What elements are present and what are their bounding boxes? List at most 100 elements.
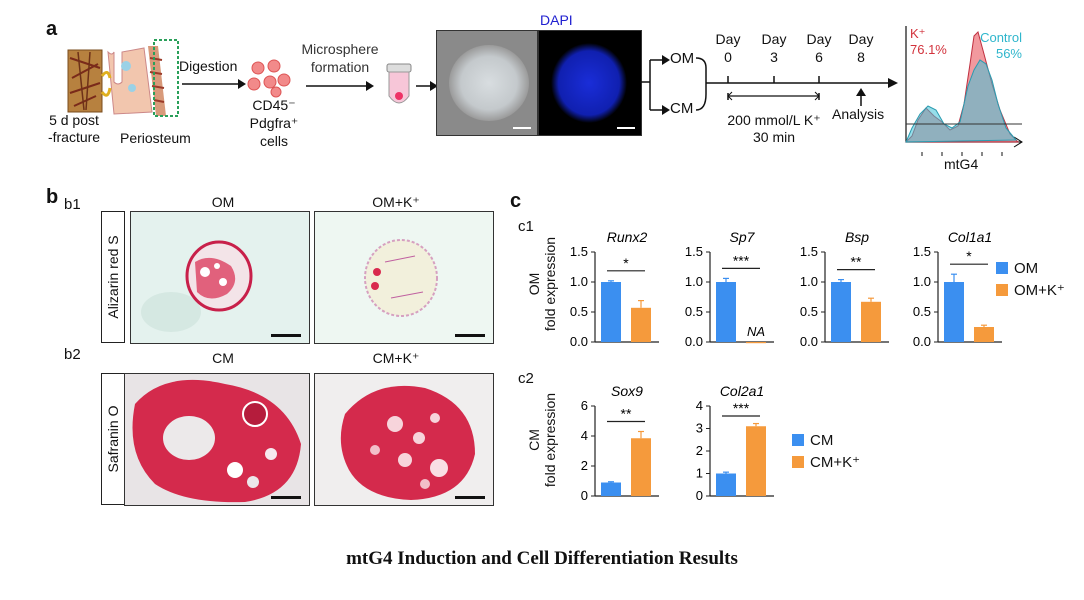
scale-bar (271, 334, 301, 337)
safranin-cm-image (124, 373, 310, 506)
alizarin-omk-image (314, 211, 494, 344)
flow-histogram (904, 26, 1023, 156)
scale-bar (513, 127, 531, 129)
legend-swatch (792, 456, 804, 468)
bar (631, 438, 651, 496)
chart-runx2: Runx2 0.0 0.5 1.0 1.5 * (570, 230, 659, 349)
chart-title: Col1a1 (948, 230, 992, 245)
significance-stars: *** (733, 400, 750, 416)
y-tick-label: 0.5 (800, 304, 818, 319)
digestion-label: Digestion (179, 58, 238, 74)
legend-item: OM (996, 258, 1065, 280)
y-tick-label: 1.5 (570, 244, 588, 259)
y-tick-label: 0.0 (685, 334, 703, 349)
arrow-icon (306, 81, 374, 91)
bar (746, 426, 766, 496)
treatment-label: 200 mmol/L K⁺ 30 min (727, 112, 821, 145)
legend-item: OM+K⁺ (996, 280, 1065, 302)
panel-c-letter: c (510, 190, 522, 212)
chart-bsp: Bsp 0.0 0.5 1.0 1.5 ** (800, 230, 889, 349)
bar (746, 342, 766, 344)
cells-label: CD45⁻ Pdgfra⁺ cells (249, 97, 299, 149)
y-tick-label: 0.5 (570, 304, 588, 319)
legend-c1: OM OM+K⁺ (996, 258, 1065, 302)
flow-xlabel: mtG4 (944, 156, 979, 172)
stain-label: Alizarin red S (105, 235, 121, 319)
dapi-label: DAPI (540, 12, 573, 28)
y-tick-label: 0 (581, 488, 588, 503)
chart-title: Sp7 (730, 230, 756, 245)
scale-bar (617, 127, 635, 129)
significance-stars: * (623, 255, 629, 271)
chart-title: Sox9 (611, 384, 643, 399)
bar (716, 473, 736, 496)
b2-label: b2 (64, 346, 81, 363)
legend-swatch (996, 262, 1008, 274)
chart-col1a1: Col1a1 0.0 0.5 1.0 1.5 * (913, 230, 1002, 349)
dapi-image (538, 30, 642, 136)
y-tick-label: 1.5 (685, 244, 703, 259)
om-k-column-label: OM+K⁺ (372, 194, 420, 210)
panel-a-letter: a (46, 18, 58, 40)
y-tick-label: 0 (696, 488, 703, 503)
y-tick-label: 1.0 (800, 274, 818, 289)
y-tick-label: 0.0 (913, 334, 931, 349)
fracture-illustration (67, 39, 179, 117)
flow-k-label: K⁺ 76.1% (910, 26, 947, 57)
chart-sp7: Sp7 0.0 0.5 1.0 1.5 *** NA (685, 230, 774, 349)
chart-title: Bsp (845, 230, 869, 245)
y-tick-label: 3 (696, 421, 703, 436)
bar (716, 282, 736, 342)
bar (601, 282, 621, 342)
om-column-label: OM (211, 194, 235, 210)
time-label: 5 d post -fracture (47, 112, 101, 145)
flow-control-label: Control 56% (980, 30, 1022, 61)
bar (601, 482, 621, 496)
y-tick-label: 1.0 (570, 274, 588, 289)
y-tick-label: 1.5 (800, 244, 818, 259)
tube-icon (386, 63, 412, 104)
significance-stars: ** (621, 406, 632, 422)
alizarin-om-image (130, 211, 310, 344)
scale-bar (455, 334, 485, 337)
bar (861, 301, 881, 342)
y-tick-label: 2 (581, 458, 588, 473)
legend-swatch (996, 284, 1008, 296)
y-tick-label: 0.5 (685, 304, 703, 319)
arrow-icon (416, 81, 438, 91)
c2-label: c2 (518, 370, 534, 387)
y-tick-label: 0.0 (800, 334, 818, 349)
chart-title: Runx2 (607, 230, 648, 245)
y-tick-label: 4 (696, 398, 703, 413)
legend-item: CM+K⁺ (792, 452, 860, 474)
day-3: Day 3 (761, 31, 787, 65)
y-tick-label: 6 (581, 398, 588, 413)
scale-bar (271, 496, 301, 499)
cm-label: CM (670, 100, 694, 117)
significance-stars: * (966, 248, 972, 264)
panel-b-letter: b (46, 186, 59, 208)
periosteum-label: Periosteum (120, 130, 191, 146)
safranin-cmk-image (314, 373, 494, 506)
bar (944, 282, 964, 342)
om-label: OM (670, 50, 695, 67)
chart-sox9: Sox9 0 2 4 6 ** (581, 384, 659, 503)
stain-label: Safranin O (105, 405, 121, 473)
y-tick-label: 1.0 (685, 274, 703, 289)
cm-k-column-label: CM+K⁺ (372, 350, 420, 366)
significance-stars: ** (851, 254, 862, 270)
legend-c2: CM CM+K⁺ (792, 430, 860, 474)
y-tick-label: 4 (581, 428, 588, 443)
analysis-label: Analysis (832, 106, 885, 122)
stain-label-box: Safranin O (101, 373, 125, 505)
brightfield-image (436, 30, 538, 136)
day-8: Day 8 (848, 31, 874, 65)
y-tick-label: 0.5 (913, 304, 931, 319)
y-tick-label: 2 (696, 443, 703, 458)
bar (631, 307, 651, 342)
branch-arrows (640, 55, 670, 115)
chart-title: Col2a1 (720, 384, 764, 399)
y-tick-label: 1.5 (913, 244, 931, 259)
bar (831, 282, 851, 342)
cells-icon (247, 59, 291, 98)
